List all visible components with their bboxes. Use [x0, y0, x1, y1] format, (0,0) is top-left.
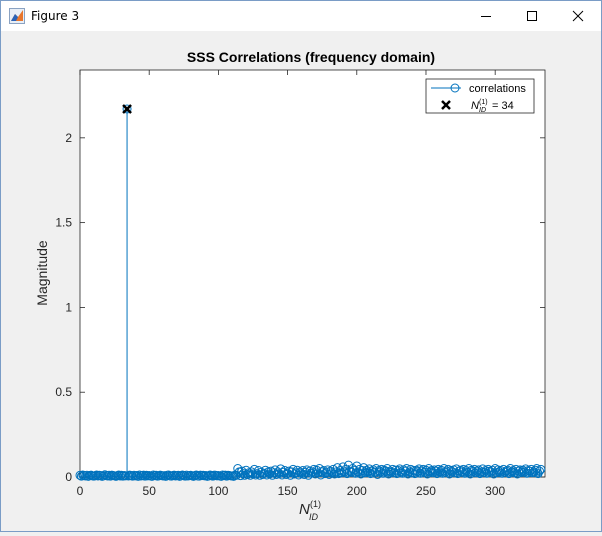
axes-box — [79, 69, 546, 478]
y-tick-label: 2 — [65, 131, 72, 145]
stem-marker — [298, 466, 308, 476]
stem-marker — [339, 467, 349, 477]
stem-marker — [353, 467, 363, 477]
stem-marker — [532, 464, 542, 474]
x-tick-label: 200 — [347, 484, 367, 498]
minimize-button[interactable] — [463, 1, 509, 31]
stem-marker — [474, 465, 484, 475]
maximize-icon — [527, 11, 537, 21]
svg-text:ID: ID — [479, 107, 486, 114]
stem-marker — [442, 466, 452, 476]
legend[interactable]: correlations N (1) ID = 34 — [425, 78, 535, 114]
y-tick-label: 1.5 — [55, 216, 72, 230]
stem-marker — [291, 468, 301, 478]
legend-entry-correlations: correlations — [469, 83, 526, 95]
peak-x-stroke — [122, 104, 132, 114]
window-title: Figure 3 — [31, 9, 80, 23]
svg-text:N: N — [299, 501, 310, 518]
stem-marker — [440, 467, 450, 477]
stem-marker — [511, 464, 521, 474]
data-markers — [75, 104, 546, 481]
stem-marker — [338, 462, 348, 472]
y-tick-label: 0 — [65, 470, 72, 484]
svg-text:(1): (1) — [479, 99, 488, 106]
close-icon — [572, 10, 584, 22]
svg-text:= 34: = 34 — [492, 100, 514, 112]
stem-marker — [114, 470, 124, 480]
x-tick-label: 0 — [77, 484, 84, 498]
stem-marker — [439, 464, 449, 474]
stem-marker — [301, 467, 311, 477]
stem-marker — [534, 466, 544, 476]
y-tick-label: 0.5 — [55, 385, 72, 399]
x-tick-label: 250 — [416, 484, 436, 498]
figure-canvas: SSS Correlations (frequency domain) 0 50 1… — [1, 31, 601, 531]
stem-marker — [536, 464, 546, 474]
stem-marker — [236, 471, 246, 481]
svg-text:ID: ID — [309, 512, 319, 522]
close-button[interactable] — [555, 1, 601, 31]
x-tick-label: 150 — [278, 484, 298, 498]
stem-marker — [431, 466, 441, 476]
stem-marker — [328, 464, 338, 474]
stem-marker — [451, 464, 461, 474]
x-tick-label: 50 — [143, 484, 157, 498]
x-tick-label: 100 — [208, 484, 228, 498]
maximize-button[interactable] — [509, 1, 555, 31]
matlab-figure-icon — [9, 8, 25, 24]
stem-marker — [483, 464, 493, 474]
svg-text:(1): (1) — [310, 499, 321, 509]
minimize-icon — [481, 16, 491, 17]
x-axis-label: N (1) ID — [299, 499, 321, 522]
stem-marker — [251, 470, 261, 480]
stem-marker — [475, 469, 485, 479]
y-tick-label: 1 — [65, 300, 72, 314]
x-tick-label: 300 — [485, 484, 505, 498]
y-axis-label: Magnitude — [34, 240, 50, 306]
peak-marker — [122, 104, 132, 114]
chart-title: SSS Correlations (frequency domain) — [187, 49, 435, 65]
stem-chart[interactable]: SSS Correlations (frequency domain) 0 50 1… — [1, 31, 601, 531]
stem-marker — [482, 468, 492, 478]
stem-marker — [122, 104, 132, 114]
legend-entry-peak: N (1) ID = 34 — [471, 99, 514, 114]
title-bar[interactable]: Figure 3 — [1, 1, 601, 31]
svg-text:N: N — [471, 100, 479, 112]
legend-x-marker — [441, 100, 451, 110]
stem-marker — [346, 467, 356, 477]
axis-ticks: 0 50 100 150 200 250 300 0 0.5 1 1.5 2 — [55, 70, 545, 498]
stem-marker — [521, 464, 531, 474]
